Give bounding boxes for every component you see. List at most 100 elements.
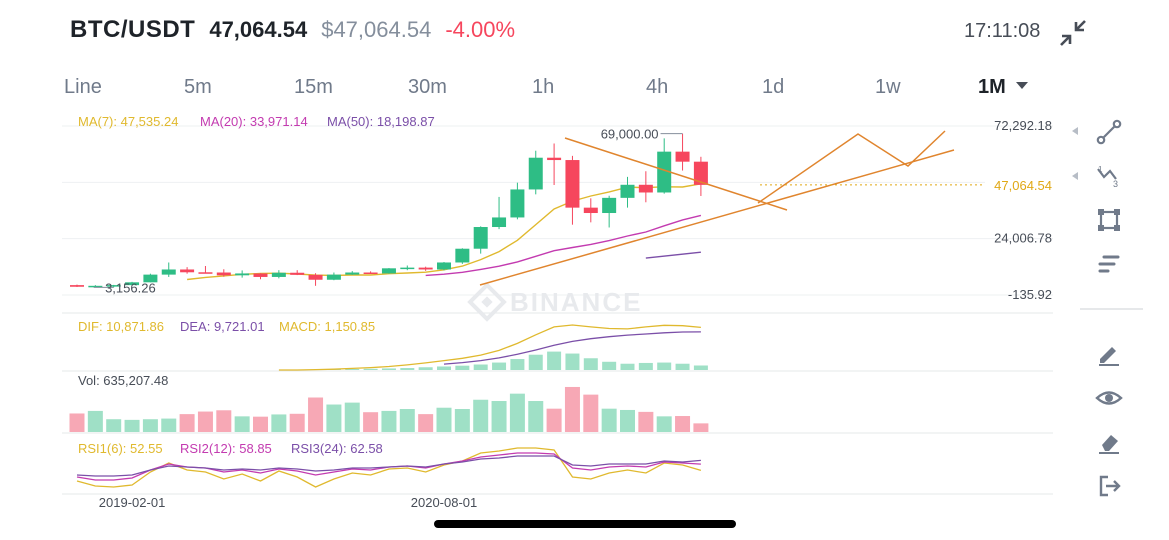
volume-bar-up: [399, 409, 415, 432]
candle-up: [657, 151, 672, 193]
scroll-left-icon[interactable]: [1070, 126, 1080, 136]
macd-bar: [510, 359, 525, 370]
home-indicator: [434, 520, 736, 528]
macd-bar: [602, 361, 617, 370]
line-tool-icon[interactable]: [1085, 112, 1133, 152]
price-chart[interactable]: BINANCE MA(7): 47,535.24 MA(20): 33,971.…: [0, 108, 1075, 518]
timeframe-tabs: Line 5m 15m 30m 1h 4h 1d 1w 1M: [0, 70, 1060, 104]
volume-bar-up: [528, 401, 544, 432]
candle-down: [290, 272, 305, 275]
x-tick-label: 2019-02-01: [99, 495, 166, 510]
tab-1m[interactable]: 1M: [978, 76, 1006, 98]
pencil-icon[interactable]: [1085, 334, 1133, 374]
exit-icon[interactable]: [1085, 466, 1133, 506]
candle-up: [510, 189, 525, 218]
volume-bar-up: [656, 416, 672, 432]
scroll-left-icon[interactable]: [1070, 171, 1080, 181]
macd-bar: [455, 365, 470, 370]
candle-up: [381, 268, 396, 274]
price-tick-label: 24,006.78: [994, 231, 1052, 246]
rsi12-label: RSI2(12): 58.85: [180, 441, 272, 456]
last-price: 47,064.54: [209, 17, 308, 42]
volume-bar-down: [638, 411, 654, 432]
volume-bar-up: [620, 409, 635, 432]
volume-bar-up: [234, 416, 250, 432]
ma20-line: [425, 214, 702, 277]
tab-1d[interactable]: 1d: [762, 76, 785, 98]
macd-label: MACD: 1,150.85: [279, 319, 375, 334]
rsi-panel: [76, 447, 702, 488]
volume-bar-down: [675, 416, 691, 432]
collapse-arrows-icon[interactable]: [1058, 18, 1088, 48]
indicator-labels: MA(7): 47,535.24 MA(20): 33,971.14 MA(50…: [78, 114, 435, 456]
eraser-icon[interactable]: [1085, 422, 1133, 462]
macd-bar: [583, 358, 598, 370]
low-label: 3,156.26: [105, 280, 156, 295]
candle-down: [308, 274, 323, 280]
volume-bar-up: [326, 404, 342, 432]
volume-bar-up: [381, 410, 397, 432]
trading-pair[interactable]: BTC/USDT: [70, 16, 196, 43]
price-change: -4.00%: [445, 17, 516, 42]
volume-bar-down: [197, 411, 213, 432]
tab-5m[interactable]: 5m: [184, 76, 212, 98]
text-tool-icon[interactable]: [1085, 244, 1133, 284]
volume-bar-up: [601, 408, 617, 432]
volume-bar-down: [693, 423, 709, 432]
macd-bar: [620, 363, 635, 370]
candle-down: [363, 272, 378, 275]
candle-up: [326, 274, 341, 280]
tab-15m[interactable]: 15m: [294, 76, 333, 98]
vol-label: Vol: 635,207.48: [78, 373, 168, 388]
chevron-down-icon[interactable]: [1016, 82, 1028, 89]
tab-1w[interactable]: 1w: [875, 76, 901, 98]
dif-line: [278, 324, 701, 371]
candle-up: [88, 285, 103, 288]
dea-label: DEA: 9,721.01: [180, 319, 265, 334]
ma50-line: [645, 251, 701, 259]
ma50-label: MA(50): 18,198.87: [327, 114, 435, 129]
volume-bar-up: [271, 414, 287, 432]
volume-bar-down: [216, 410, 232, 432]
volume-bar-down: [308, 397, 324, 432]
macd-bar: [345, 369, 360, 370]
candle-up: [125, 282, 140, 286]
candle-down: [693, 161, 708, 185]
volume-bar-down: [69, 413, 85, 432]
volume-bar-down: [289, 413, 305, 432]
volume-bar-down: [583, 394, 599, 432]
volume-bar-down: [363, 412, 379, 432]
volume-bar-up: [344, 402, 360, 432]
macd-bar: [381, 368, 396, 370]
candle-up: [271, 272, 286, 277]
macd-bar: [473, 364, 488, 370]
volume-panel: [69, 386, 709, 432]
candle-down: [198, 272, 213, 274]
tab-1h[interactable]: 1h: [532, 76, 555, 98]
candle-up: [528, 157, 543, 190]
candle-down: [565, 160, 580, 208]
binance-watermark: BINANCE: [467, 282, 640, 322]
macd-bar: [638, 362, 653, 370]
volume-bar-up: [436, 407, 452, 432]
candle-down: [253, 273, 268, 277]
tab-4h[interactable]: 4h: [646, 76, 669, 98]
current-price-label: 47,064.54: [994, 178, 1052, 193]
macd-bar: [547, 351, 562, 370]
candle-up: [143, 274, 158, 283]
volume-bar-up: [454, 409, 470, 432]
price-tick-label: 72,292.18: [994, 118, 1052, 133]
volume-bar-up: [491, 401, 507, 432]
candle-down: [216, 272, 231, 276]
price-tick-label: -135.92: [1008, 287, 1052, 302]
tab-30m[interactable]: 30m: [408, 76, 447, 98]
rectangle-tool-icon[interactable]: [1085, 200, 1133, 240]
candle-down: [180, 269, 195, 273]
volume-bar-up: [473, 399, 489, 432]
eye-icon[interactable]: [1085, 378, 1133, 418]
clock: 17:11:08: [964, 20, 1041, 42]
chart-grid: [62, 125, 1053, 495]
tab-line[interactable]: Line: [64, 76, 102, 98]
macd-panel: [278, 324, 708, 371]
